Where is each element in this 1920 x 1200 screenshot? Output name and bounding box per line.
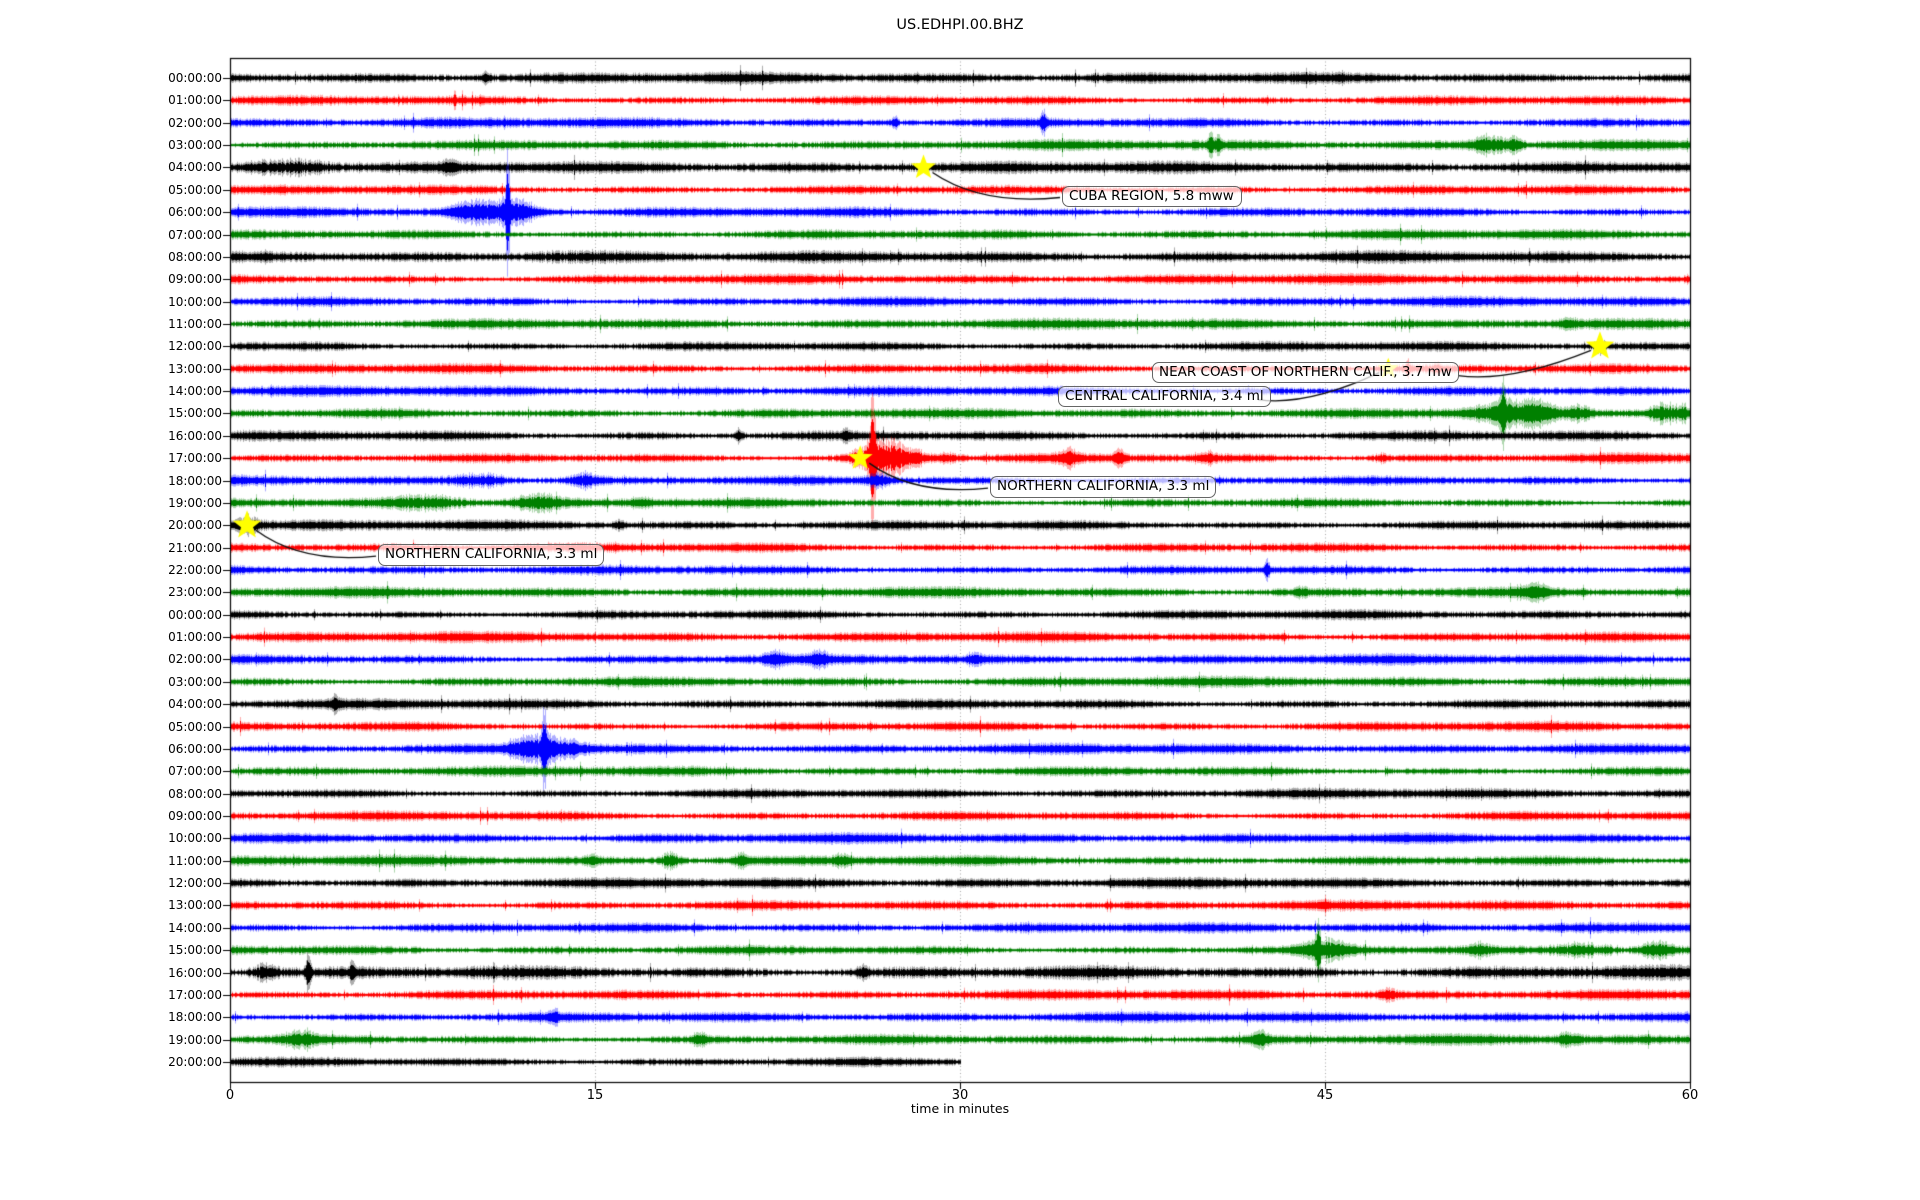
event-annotation-label: NORTHERN CALIFORNIA, 3.3 ml: [990, 476, 1217, 498]
plot-title: US.EDHPI.00.BHZ: [896, 17, 1024, 33]
row-time-label: 21:00:00: [168, 540, 222, 555]
row-time-label: 22:00:00: [168, 562, 222, 577]
x-tick-label: 15: [586, 1088, 604, 1103]
x-tick-label: 0: [225, 1088, 235, 1103]
event-annotation-label: NEAR COAST OF NORTHERN CALIF., 3.7 mw: [1152, 362, 1459, 383]
row-time-label: 05:00:00: [168, 182, 222, 197]
row-time-label: 04:00:00: [168, 697, 222, 712]
row-time-label: 07:00:00: [168, 227, 222, 242]
row-time-label: 19:00:00: [168, 1032, 222, 1047]
row-time-label: 05:00:00: [168, 719, 222, 734]
row-time-label: 13:00:00: [168, 898, 222, 913]
row-time-label: 14:00:00: [168, 920, 222, 935]
row-time-label: 18:00:00: [168, 1010, 222, 1025]
row-time-label: 03:00:00: [168, 138, 222, 153]
row-time-label: 03:00:00: [168, 674, 222, 689]
x-axis-title: time in minutes: [910, 1101, 1010, 1116]
row-time-label: 16:00:00: [168, 965, 222, 980]
row-time-label: 16:00:00: [168, 428, 222, 443]
row-time-label: 17:00:00: [168, 451, 222, 466]
row-time-label: 06:00:00: [168, 205, 222, 220]
row-time-label: 20:00:00: [168, 1054, 222, 1069]
row-time-label: 15:00:00: [168, 406, 222, 421]
x-tick-label: 60: [1681, 1088, 1699, 1103]
row-time-label: 09:00:00: [168, 272, 222, 287]
row-time-label: 09:00:00: [168, 808, 222, 823]
row-time-label: 17:00:00: [168, 987, 222, 1002]
row-time-label: 06:00:00: [168, 741, 222, 756]
row-time-label: 11:00:00: [168, 853, 222, 868]
row-time-label: 02:00:00: [168, 115, 222, 130]
row-time-label: 19:00:00: [168, 495, 222, 510]
row-time-label: 12:00:00: [168, 876, 222, 891]
row-time-label: 07:00:00: [168, 764, 222, 779]
row-time-label: 01:00:00: [168, 630, 222, 645]
x-tick-label: 30: [951, 1088, 969, 1103]
row-time-label: 10:00:00: [168, 294, 222, 309]
row-time-label: 02:00:00: [168, 652, 222, 667]
event-annotation-label: CUBA REGION, 5.8 mww: [1062, 186, 1242, 207]
row-time-label: 12:00:00: [168, 339, 222, 354]
row-time-label: 13:00:00: [168, 361, 222, 376]
row-time-label: 00:00:00: [168, 607, 222, 622]
event-annotation-label: NORTHERN CALIFORNIA, 3.3 ml: [378, 544, 605, 566]
row-time-label: 14:00:00: [168, 384, 222, 399]
row-time-label: 04:00:00: [168, 160, 222, 175]
row-time-label: 10:00:00: [168, 831, 222, 846]
event-annotation-label: CENTRAL CALIFORNIA, 3.4 ml: [1058, 386, 1271, 407]
row-time-label: 23:00:00: [168, 585, 222, 600]
x-tick-label: 45: [1316, 1088, 1334, 1103]
row-time-label: 01:00:00: [168, 93, 222, 108]
row-time-label: 00:00:00: [168, 71, 222, 85]
row-time-label: 11:00:00: [168, 316, 222, 331]
row-time-label: 08:00:00: [168, 786, 222, 801]
row-time-label: 08:00:00: [168, 249, 222, 264]
row-time-label: 15:00:00: [168, 943, 222, 958]
row-time-label: 20:00:00: [168, 518, 222, 533]
row-time-label: 18:00:00: [168, 473, 222, 488]
